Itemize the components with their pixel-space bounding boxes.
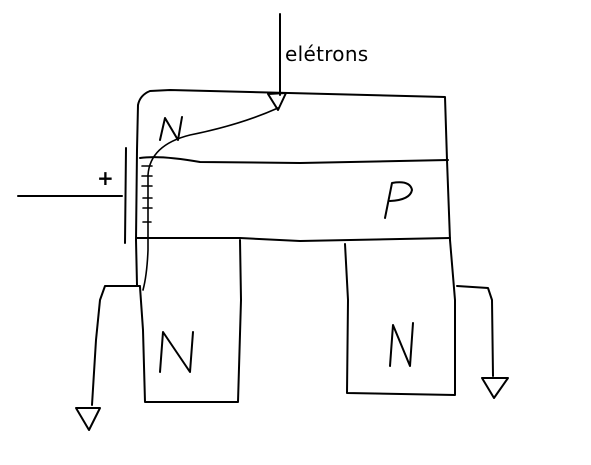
region-letter-bottom-left-n: [159, 331, 194, 373]
bottom-right-n-block: [344, 239, 456, 396]
left-ground-icon: [75, 407, 101, 431]
electron-arrowhead: [267, 92, 287, 111]
bottom-left-n-block: [139, 239, 242, 403]
pn-junction-line: [136, 237, 451, 242]
gate-plate: [124, 147, 127, 244]
inversion-channel-curve: [142, 107, 279, 291]
gate-polarity-plus: +: [97, 166, 114, 190]
right-ground-icon: [481, 377, 509, 399]
region-letter-top-n: [159, 116, 183, 141]
region-letter-p: [384, 181, 413, 219]
right-ground-wire: [456, 285, 494, 377]
device-outline: [135, 89, 451, 286]
electrons-label: elétrons: [285, 42, 369, 66]
region-letter-bottom-right-n: [389, 322, 414, 367]
gate-charge-marks: [141, 165, 153, 223]
np-junction-line: [139, 156, 449, 164]
left-ground-wire: [91, 285, 141, 406]
